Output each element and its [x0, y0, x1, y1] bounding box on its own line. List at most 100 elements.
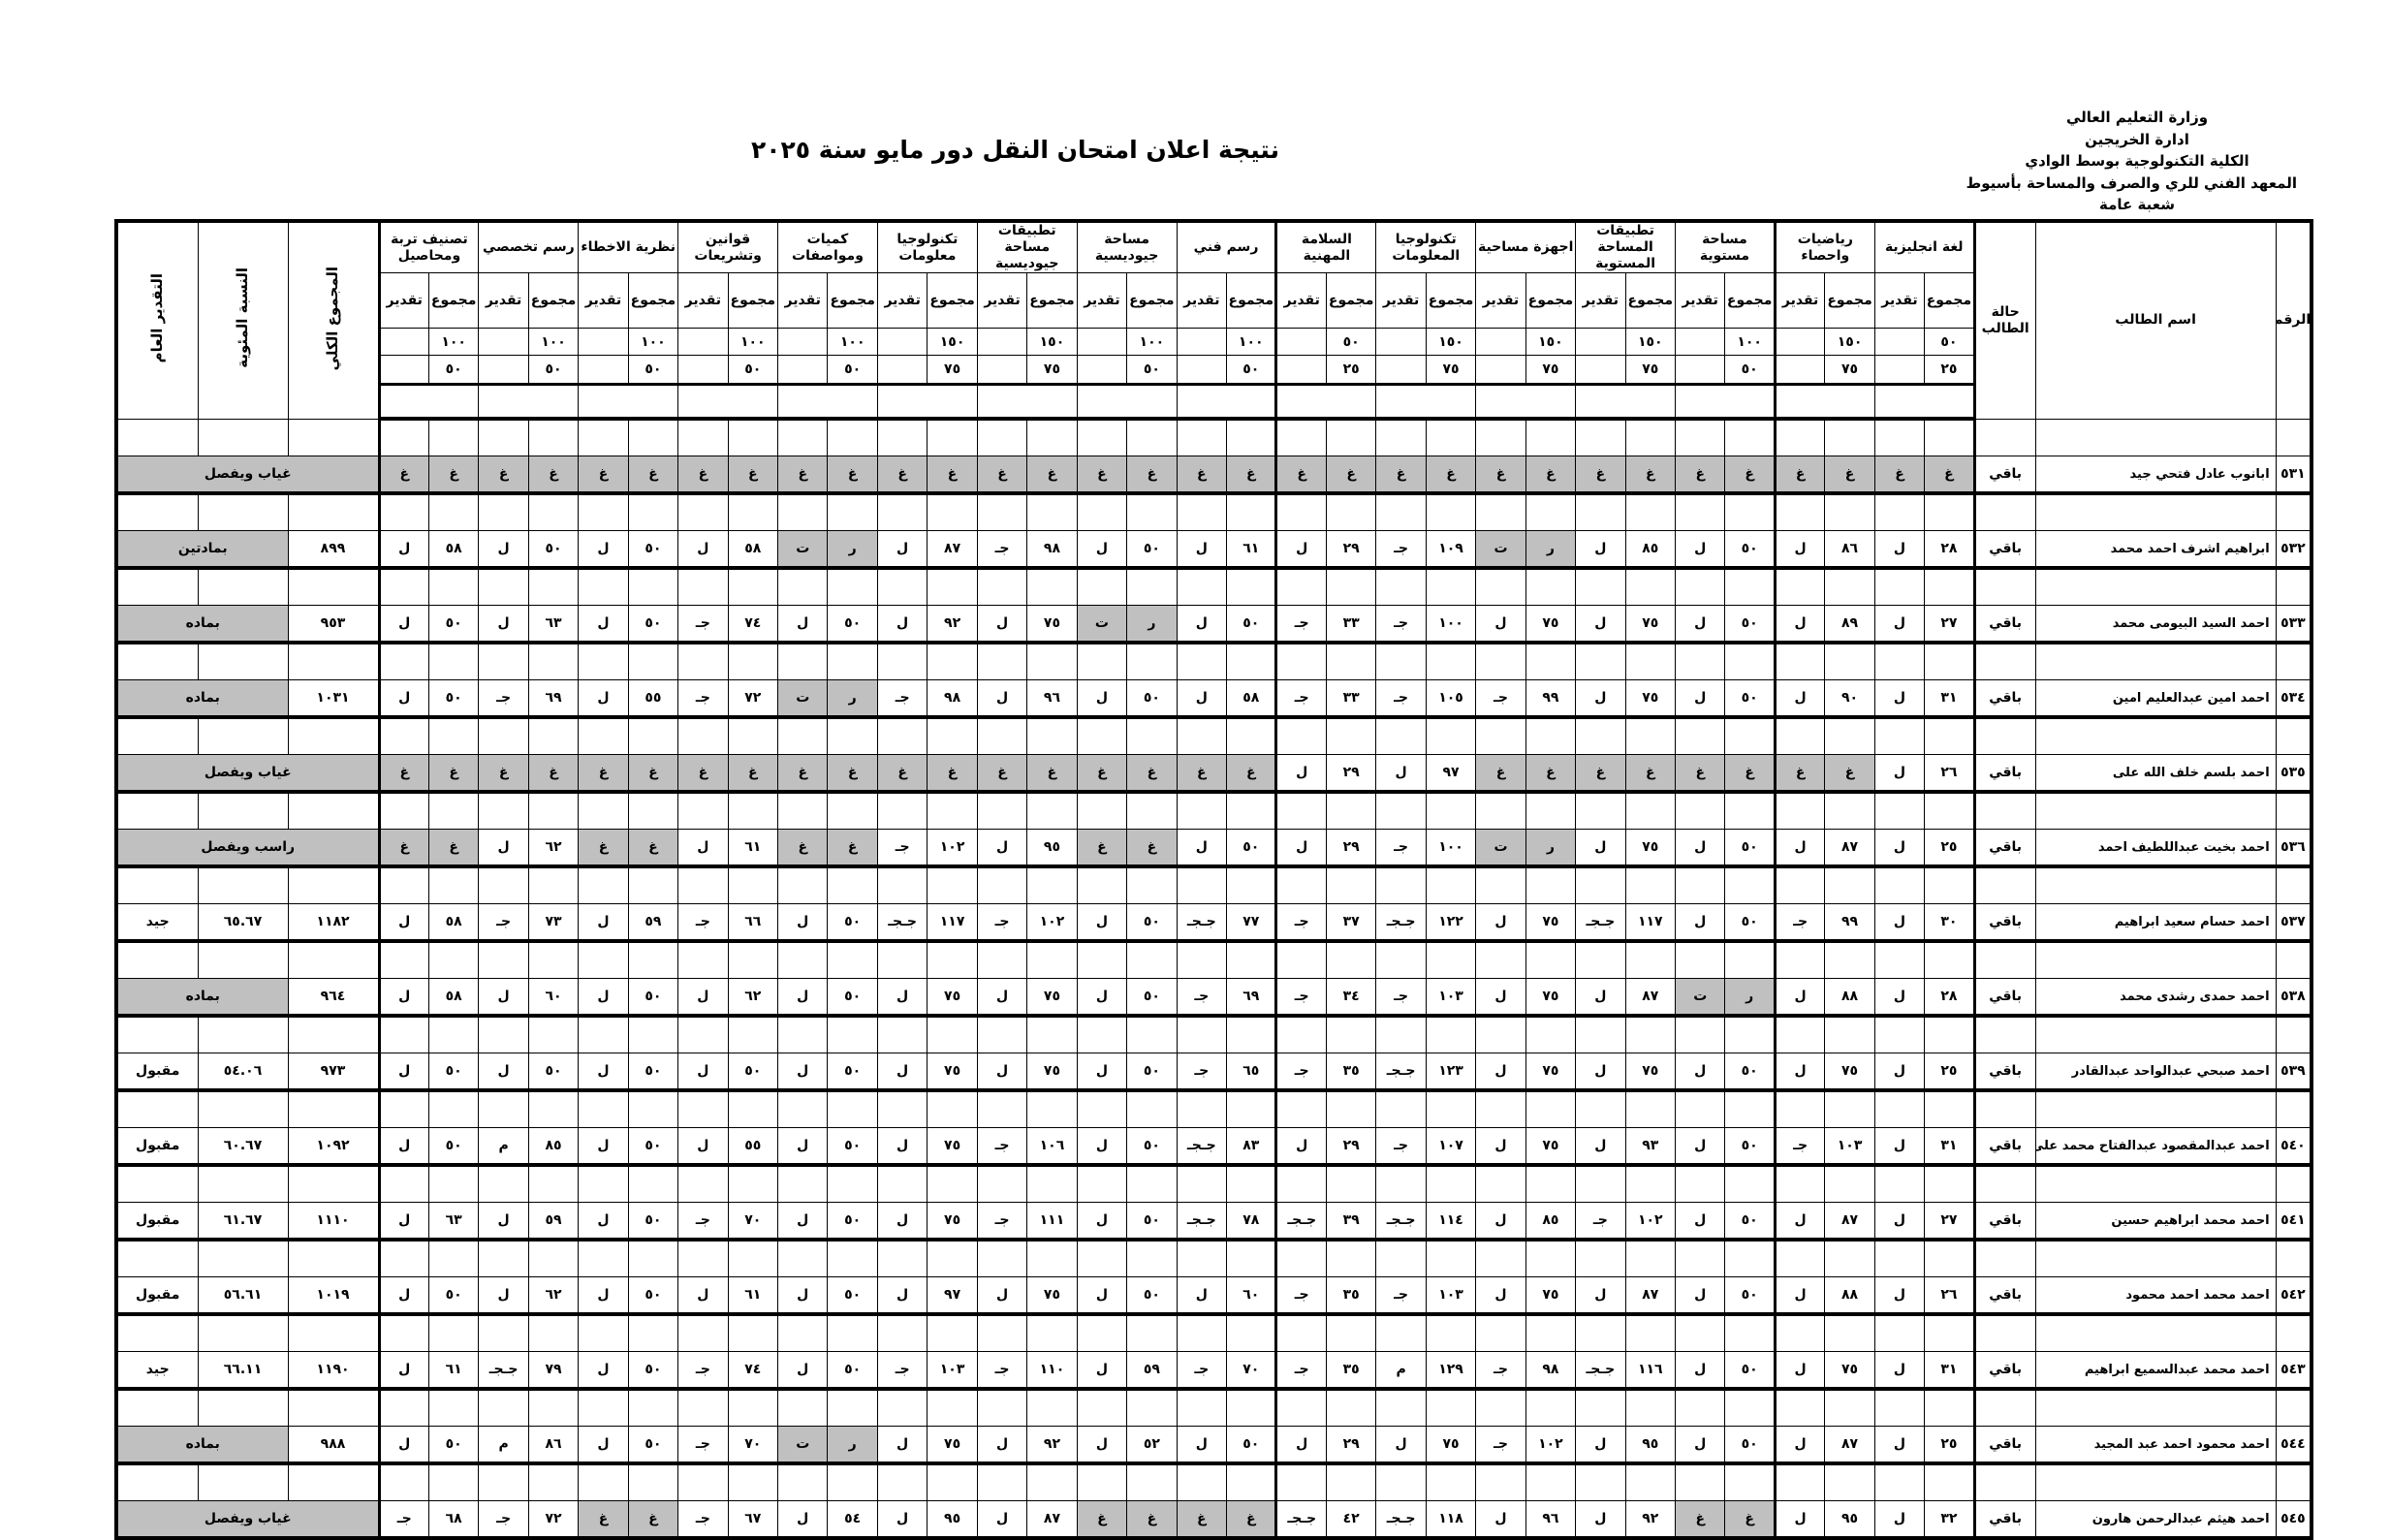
student-row: ٥٤٠ احمد عبدالمقصود عبدالفتاح محمد على باق…	[115, 1127, 2312, 1167]
subject-min-mark: ٥٠	[1724, 355, 1776, 386]
subject-min-grade-blank	[377, 355, 429, 386]
subject-grade: ل	[777, 605, 829, 644]
subject-mark: ٥٠	[427, 1127, 480, 1167]
subject-grade: غ	[677, 456, 729, 495]
sum-subheader: مجموع	[1525, 272, 1577, 329]
student-name: احمد محمد عبدالسميع ابراهيم	[2034, 1351, 2277, 1391]
subject-header: رياضيات واحصاء	[1773, 220, 1875, 273]
subject-grade: ل	[1076, 1053, 1128, 1092]
subject-mark: ٧٥	[927, 1127, 978, 1167]
student-status: باقي	[1972, 605, 2036, 644]
subject-grade: ل	[1873, 754, 1926, 794]
student-row: ٥٣١ ابانوب عادل فتحي جيد باقي غ غ غ غ غ غ غ غ غ غ غ غ غ…	[115, 456, 2312, 495]
subject-grade: جـ	[1773, 903, 1826, 943]
subject-grade: ل	[578, 903, 629, 943]
institute-line: المعهد الفني للري والصرف والمساحة بأسيوط	[1965, 173, 2297, 192]
subject-grade: ل	[1176, 605, 1228, 644]
subject-mark: غ	[1624, 754, 1677, 794]
subject-grade: ل	[1176, 530, 1228, 570]
subject-mark: غ	[1624, 456, 1677, 495]
student-number: ٥٣٥	[2275, 754, 2312, 794]
subject-grade: غ	[777, 829, 829, 868]
subject-mark: ٥٠	[627, 1276, 679, 1316]
subject-mark: ٣٧	[1325, 903, 1377, 943]
subject-mark: ٢٩	[1325, 530, 1377, 570]
subject-grade: ل	[1076, 1202, 1128, 1241]
subject-mark: ٥٠	[827, 605, 878, 644]
subject-max-grade-blank	[1076, 328, 1128, 356]
subject-mark: ر	[1525, 829, 1577, 868]
overall-grade: مقبول	[115, 1053, 199, 1092]
subject-mark: ٨٨	[1824, 1276, 1875, 1316]
subject-mark: ٣٩	[1325, 1202, 1377, 1241]
subject-max-mark: ١٠٠	[1226, 328, 1277, 356]
subject-grade: ل	[1873, 1202, 1926, 1241]
subject-mark: ٦٥	[1226, 1053, 1277, 1092]
subject-grade: ل	[1176, 679, 1228, 719]
subject-grade: ل	[876, 1053, 928, 1092]
subject-max-mark: ١٠٠	[427, 328, 480, 356]
student-number: ٥٣٣	[2275, 605, 2312, 644]
subject-grade: ل	[1076, 1127, 1128, 1167]
subject-mark: ر	[827, 1426, 878, 1465]
subject-max-grade-blank	[1773, 328, 1826, 356]
subject-grade: جـ	[1274, 679, 1327, 719]
subject-mark: ١٢٣	[1425, 1053, 1477, 1092]
grade-subheader: تقدير	[876, 272, 928, 329]
subject-mark: غ	[1724, 456, 1776, 495]
subject-mark: ٩٨	[1026, 530, 1078, 570]
total-mark: ٨٩٩	[287, 530, 381, 570]
subject-grade: ل	[1773, 1053, 1826, 1092]
spacer-row	[115, 716, 2312, 755]
subject-grade: جـ	[478, 679, 529, 719]
subject-mark: ٥٠	[1724, 1276, 1776, 1316]
subject-max-grade-blank	[1176, 328, 1228, 356]
subject-header: لغة انجليزية	[1873, 220, 1975, 273]
total-mark: ١٠١٩	[287, 1276, 381, 1316]
total-mark: ١١١٠	[287, 1202, 381, 1241]
subject-grade: ل	[976, 605, 1028, 644]
grade-subheader: تقدير	[377, 272, 429, 329]
subject-grade: غ	[777, 456, 829, 495]
total-mark: ١٠٣١	[287, 679, 381, 719]
subject-header: تطبيقات المساحة المستوية	[1575, 220, 1677, 273]
subject-max-mark: ١٥٠	[927, 328, 978, 356]
student-number: ٥٣٧	[2275, 903, 2312, 943]
subject-grade: ت	[777, 1426, 829, 1465]
subject-mark: ٥٠	[627, 978, 679, 1018]
subject-min-mark: ٧٥	[1624, 355, 1677, 386]
subject-mark: ٧٩	[527, 1351, 580, 1391]
subject-grade: جـ	[677, 605, 729, 644]
subject-mark: ٧٧	[1226, 903, 1277, 943]
total-mark: ١١٩٠	[287, 1351, 381, 1391]
spacer-row	[115, 1164, 2312, 1203]
subject-grade: ل	[1675, 903, 1726, 943]
subject-mark: ر	[1525, 530, 1577, 570]
subject-mark: ٧٥	[927, 1426, 978, 1465]
student-name: ابراهيم اشرف احمد محمد	[2034, 530, 2277, 570]
subject-grade: ل	[1076, 1351, 1128, 1391]
subject-grade: غ	[1675, 456, 1726, 495]
subject-grade: ل	[1873, 679, 1926, 719]
subject-mark: ٧٤	[727, 605, 779, 644]
subject-grade: غ	[478, 754, 529, 794]
subject-grade: ل	[777, 1127, 829, 1167]
subject-mark: ٥٨	[1226, 679, 1277, 719]
subject-mark: ٥٠	[1724, 829, 1776, 868]
subject-mark: ر	[1724, 978, 1776, 1018]
subject-mark: ٢٥	[1924, 1426, 1975, 1465]
subject-mark: ٥٠	[1724, 1351, 1776, 1391]
grade-subheader: تقدير	[1873, 272, 1926, 329]
subject-grade: جـ	[1176, 1053, 1228, 1092]
subject-max-mark: ٥٠	[1325, 328, 1377, 356]
subject-grade: غ	[1773, 754, 1826, 794]
subject-max-grade-blank	[677, 328, 729, 356]
subject-mark: ٧٥	[1026, 1053, 1078, 1092]
subject-mark: غ	[527, 456, 580, 495]
subject-grade: غ	[876, 754, 928, 794]
subject-mark: ٥٠	[627, 530, 679, 570]
subject-mark: ١٠٦	[1026, 1127, 1078, 1167]
subject-min-mark: ٧٥	[1824, 355, 1875, 386]
subject-grade: ل	[1873, 903, 1926, 943]
header-spacer	[777, 384, 878, 421]
